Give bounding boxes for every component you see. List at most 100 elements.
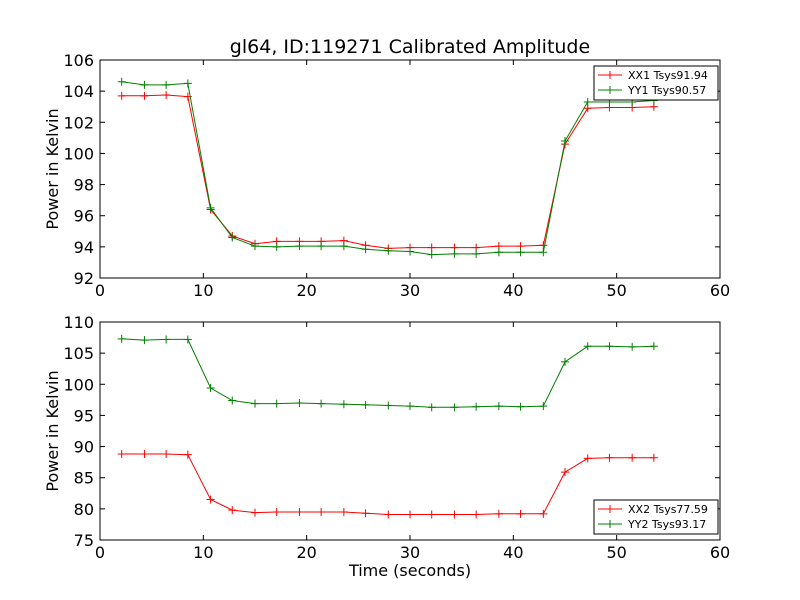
data-point bbox=[272, 242, 281, 251]
y-tick-label: 85 bbox=[74, 469, 94, 488]
x-tick-label: 40 bbox=[503, 543, 523, 562]
data-point bbox=[206, 495, 215, 504]
y-tick-label: 75 bbox=[74, 531, 94, 550]
x-tick-label: 30 bbox=[400, 281, 420, 300]
data-point bbox=[183, 450, 192, 459]
y-tick-label: 100 bbox=[63, 144, 94, 163]
x-tick-label: 0 bbox=[95, 543, 105, 562]
data-point bbox=[539, 241, 548, 250]
data-point bbox=[295, 507, 304, 516]
y-axis-label: Power in Kelvin bbox=[43, 108, 62, 229]
data-point bbox=[561, 136, 569, 145]
data-point bbox=[628, 453, 637, 462]
data-point bbox=[649, 342, 658, 351]
legend-label: XX1 Tsys91.94 bbox=[628, 69, 708, 82]
y-axis-label: Power in Kelvin bbox=[43, 370, 62, 491]
data-point bbox=[450, 403, 459, 412]
chart-title: gl64, ID:119271 Calibrated Amplitude bbox=[230, 36, 590, 58]
y-tick-label: 98 bbox=[74, 176, 94, 195]
data-point bbox=[450, 249, 459, 258]
data-point bbox=[183, 79, 192, 88]
data-point bbox=[605, 342, 614, 351]
bottom-panel: 0 10 20 30 40 50 60 75 80 85 90 95 100 105 110 Power in… bbox=[43, 313, 730, 580]
x-tick-label: 50 bbox=[606, 543, 626, 562]
data-point bbox=[317, 399, 326, 408]
data-point bbox=[117, 334, 126, 343]
y-tick-label: 110 bbox=[63, 313, 94, 332]
legend-box bbox=[593, 499, 719, 535]
data-point bbox=[494, 248, 503, 257]
data-point bbox=[472, 510, 481, 519]
x-tick-label: 0 bbox=[95, 281, 105, 300]
data-point bbox=[339, 507, 348, 516]
data-point bbox=[140, 336, 149, 345]
data-point bbox=[649, 453, 658, 462]
data-point bbox=[117, 77, 126, 86]
y-tick-label: 100 bbox=[63, 375, 94, 394]
data-point bbox=[339, 400, 348, 409]
x-tick-label: 10 bbox=[193, 543, 213, 562]
data-point bbox=[406, 402, 414, 411]
legend: XX2 Tsys77.59 YY2 Tsys93.17 bbox=[593, 499, 719, 535]
data-point bbox=[228, 506, 237, 515]
data-point bbox=[272, 399, 281, 408]
y-tick-label: 104 bbox=[63, 82, 94, 101]
y-tick-label: 94 bbox=[74, 238, 94, 257]
data-point bbox=[140, 91, 149, 100]
data-point bbox=[406, 247, 414, 256]
data-point bbox=[384, 401, 393, 410]
x-tick-label: 20 bbox=[296, 543, 316, 562]
y-tick-label: 92 bbox=[74, 269, 94, 288]
y-tick-label: 95 bbox=[74, 406, 94, 425]
data-point bbox=[140, 450, 149, 459]
data-point bbox=[561, 357, 569, 366]
legend-label: XX2 Tsys77.59 bbox=[628, 503, 708, 516]
data-point bbox=[317, 242, 326, 251]
data-point bbox=[384, 246, 393, 255]
data-point bbox=[516, 509, 525, 518]
x-tick-label: 60 bbox=[710, 543, 730, 562]
data-point bbox=[472, 402, 481, 411]
y-tick-label: 102 bbox=[63, 113, 94, 132]
data-point bbox=[295, 242, 304, 251]
data-point bbox=[494, 402, 503, 411]
data-point bbox=[539, 402, 548, 411]
data-point bbox=[228, 396, 237, 405]
data-point bbox=[251, 508, 259, 517]
data-point bbox=[539, 509, 548, 518]
data-point bbox=[384, 510, 393, 519]
data-point bbox=[361, 245, 370, 254]
data-point bbox=[583, 342, 592, 351]
data-point bbox=[272, 507, 281, 516]
data-point bbox=[361, 509, 370, 518]
data-point bbox=[427, 510, 436, 519]
data-point bbox=[516, 248, 525, 257]
legend-box bbox=[593, 65, 719, 101]
data-point bbox=[117, 450, 126, 459]
y-tick-label: 105 bbox=[63, 344, 94, 363]
data-point bbox=[472, 249, 481, 258]
x-tick-label: 50 bbox=[606, 281, 626, 300]
legend-label: YY1 Tsys90.57 bbox=[627, 84, 706, 97]
x-tick-label: 10 bbox=[193, 281, 213, 300]
data-point bbox=[162, 450, 171, 459]
legend-marker bbox=[606, 505, 614, 513]
data-point bbox=[206, 203, 215, 212]
data-point bbox=[317, 507, 326, 516]
data-point bbox=[361, 400, 370, 409]
data-point bbox=[628, 342, 637, 351]
data-point bbox=[162, 335, 171, 344]
data-point bbox=[162, 80, 171, 89]
data-point bbox=[117, 91, 126, 100]
data-point bbox=[516, 402, 525, 411]
data-point bbox=[450, 510, 459, 519]
data-point bbox=[427, 243, 436, 252]
data-point bbox=[494, 509, 503, 518]
x-tick-label: 40 bbox=[503, 281, 523, 300]
legend-marker bbox=[606, 71, 614, 79]
data-point bbox=[561, 468, 569, 477]
y-tick-label: 106 bbox=[63, 51, 94, 70]
data-point bbox=[251, 242, 259, 251]
data-point bbox=[228, 233, 237, 242]
x-tick-label: 30 bbox=[400, 543, 420, 562]
